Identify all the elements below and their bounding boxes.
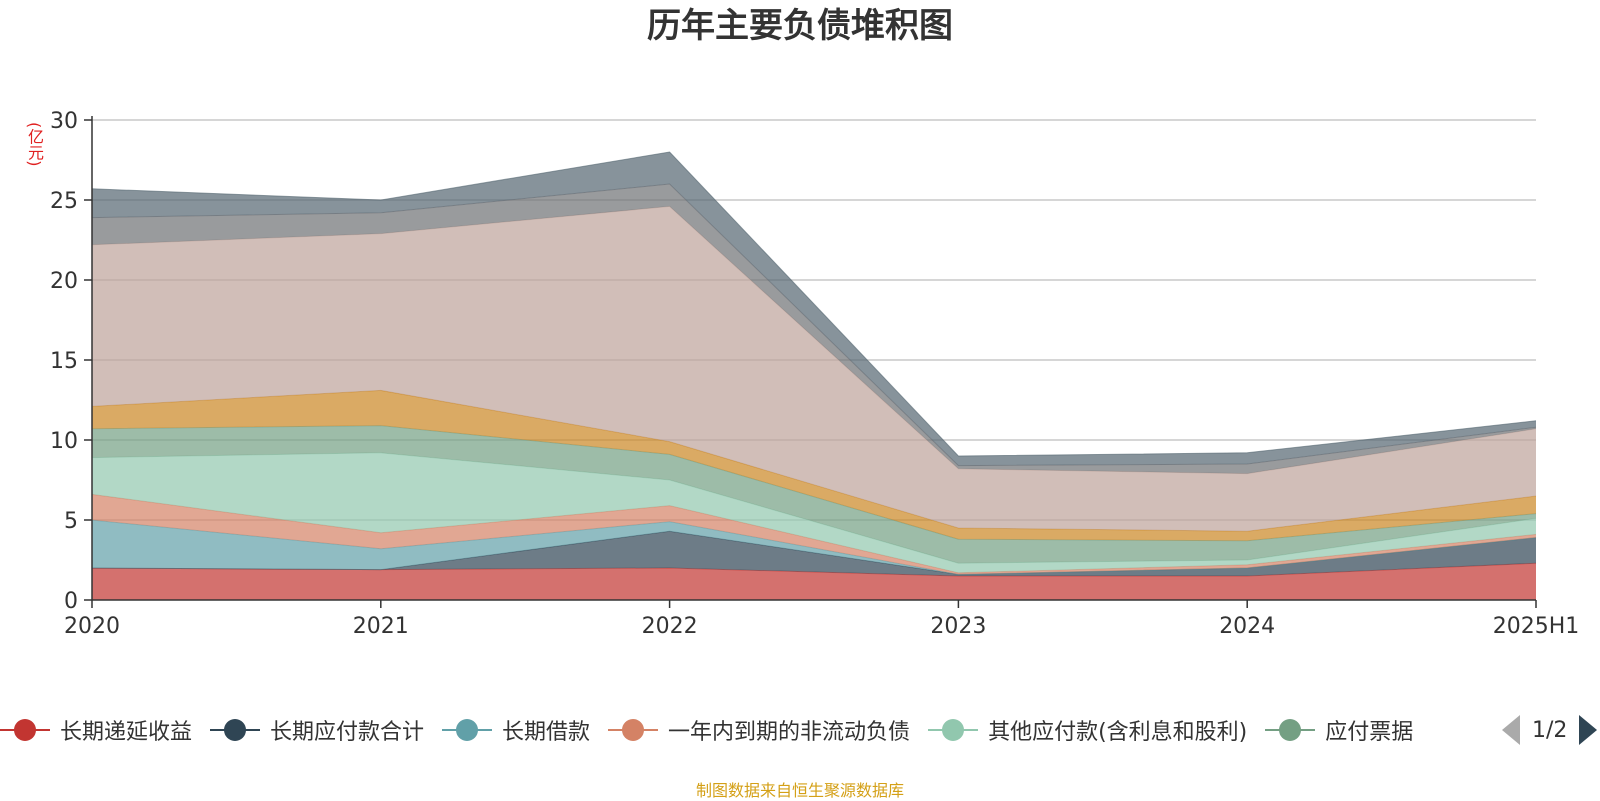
legend-label: 其他应付款(含利息和股利) [988, 720, 1248, 745]
legend-item[interactable]: 长期借款 [442, 710, 590, 750]
x-tick-label: 2022 [642, 614, 698, 639]
area-series-7 [92, 206, 1536, 532]
area-series-5 [92, 425, 1536, 564]
y-tick-label: 20 [50, 269, 78, 294]
chart-title: 历年主要负债堆积图 [647, 6, 953, 46]
area-series-6 [92, 390, 1536, 541]
y-tick-label: 15 [50, 349, 78, 374]
legend-next-page-icon[interactable] [1579, 715, 1598, 745]
legend-label: 一年内到期的非流动负债 [668, 720, 911, 745]
legend-pager: 1/2 [1500, 712, 1600, 748]
legend-label: 应付票据 [1325, 720, 1414, 745]
legend-item[interactable]: 长期应付款合计 [210, 710, 424, 750]
legend-marker-icon [0, 718, 50, 742]
area-series-4 [92, 452, 1536, 573]
x-tick-label: 2025H1 [1493, 614, 1580, 639]
y-tick-label: 10 [50, 429, 78, 454]
chart-legend: 长期递延收益 长期应付款合计 长期借款 一年内到期的非流动负债 其他应付款(含利息和股利… [0, 710, 1490, 750]
area-series-3 [92, 494, 1536, 575]
y-tick-label: 25 [50, 189, 78, 214]
legend-item[interactable]: 长期递延收益 [0, 710, 192, 750]
area-series-8 [92, 184, 1536, 474]
x-tick-label: 2024 [1219, 614, 1275, 639]
legend-label: 长期递延收益 [60, 720, 193, 745]
data-source-note: 制图数据来自恒生聚源数据库 [695, 781, 904, 800]
area-series-0 [92, 563, 1536, 600]
legend-page-indicator: 1/2 [1532, 717, 1568, 743]
x-tick-label: 2020 [64, 614, 120, 639]
legend-item[interactable]: 一年内到期的非流动负债 [608, 710, 910, 750]
legend-marker-icon [928, 718, 979, 742]
legend-marker-icon [442, 718, 493, 742]
legend-marker-icon [210, 718, 261, 742]
area-edge-3 [91, 493, 1537, 574]
legend-label: 长期借款 [502, 720, 591, 745]
y-axis-unit-label: (亿元) [25, 122, 44, 167]
legend-item[interactable]: 应付票据 [1265, 710, 1413, 750]
legend-prev-page-icon[interactable] [1502, 715, 1520, 745]
legend-label: 长期应付款合计 [270, 720, 425, 745]
area-series-9 [92, 152, 1536, 466]
legend-marker-icon [608, 718, 659, 742]
legend-item[interactable]: 其他应付款(含利息和股利) [928, 710, 1247, 750]
x-tick-label: 2023 [930, 614, 986, 639]
y-tick-label: 5 [64, 509, 78, 534]
stacked-area-chart: 0 5 10 15 20 25 30 2020 2021 2022 2023 2024 2025H1 [50, 109, 1580, 639]
y-tick-label: 0 [64, 589, 78, 614]
area-edge-9 [91, 151, 1537, 457]
area-series-1 [92, 531, 1536, 576]
legend-marker-icon [1265, 718, 1316, 742]
y-tick-label: 30 [50, 109, 78, 134]
x-tick-label: 2021 [353, 614, 409, 639]
